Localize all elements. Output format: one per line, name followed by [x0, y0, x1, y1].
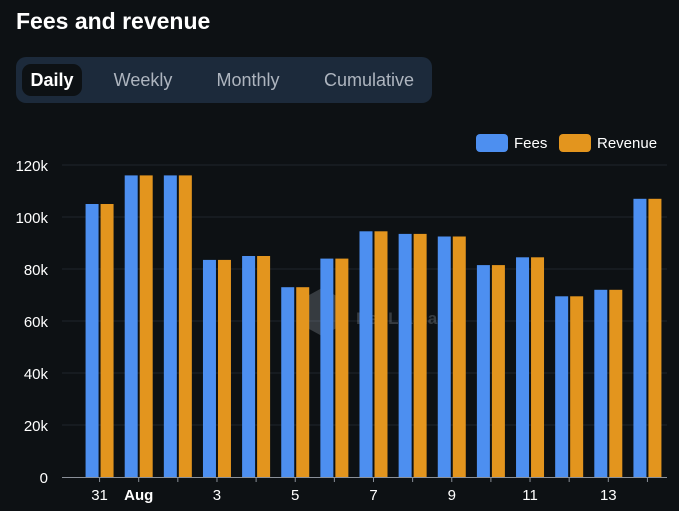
revenue-bar[interactable]	[570, 296, 584, 477]
fees-bar[interactable]	[124, 175, 138, 477]
fees-bar[interactable]	[359, 231, 373, 477]
x-axis: 31 Aug 3 5 7 9 11 13	[62, 477, 667, 504]
page-title: Fees and revenue	[16, 8, 211, 34]
x-tick-label: 13	[600, 487, 617, 504]
x-tick-label: 3	[213, 487, 221, 504]
revenue-bar[interactable]	[413, 233, 427, 477]
x-tick-label: 11	[522, 487, 538, 504]
fees-bar[interactable]	[320, 258, 334, 477]
y-tick-label: 60k	[24, 314, 49, 331]
legend-label-revenue: Revenue	[597, 134, 658, 152]
watermark-text: DefiLlama	[356, 309, 438, 328]
revenue-bar[interactable]	[335, 258, 349, 477]
fees-bar[interactable]	[633, 198, 647, 478]
fees-bar[interactable]	[163, 175, 177, 477]
bars	[85, 175, 662, 478]
fees-bar[interactable]	[281, 287, 295, 477]
fees-swatch	[476, 134, 508, 152]
revenue-bar[interactable]	[648, 198, 662, 478]
revenue-swatch	[559, 134, 591, 152]
y-tick-label: 0	[40, 470, 48, 487]
fees-bar[interactable]	[85, 204, 99, 477]
revenue-bar[interactable]	[531, 257, 545, 477]
legend-label-fees: Fees	[514, 134, 548, 152]
revenue-bar[interactable]	[296, 287, 310, 477]
tab-monthly[interactable]: Monthly	[216, 70, 280, 90]
revenue-bar[interactable]	[452, 236, 466, 478]
fees-bar[interactable]	[437, 236, 451, 478]
revenue-bar[interactable]	[491, 265, 505, 477]
fees-bar[interactable]	[202, 259, 216, 477]
tab-daily[interactable]: Daily	[22, 64, 82, 96]
x-tick-label: 9	[448, 487, 456, 504]
fees-bar[interactable]	[516, 257, 530, 477]
x-tick-label: 7	[369, 487, 377, 504]
grid-lines	[62, 164, 667, 426]
y-tick-label: 40k	[24, 366, 49, 383]
y-tick-label: 120k	[15, 158, 48, 175]
revenue-bar[interactable]	[178, 175, 192, 477]
y-tick-label: 100k	[15, 210, 48, 227]
y-axis: 0 20k 40k 60k 80k 100k 120k	[15, 158, 48, 487]
revenue-bar[interactable]	[257, 256, 271, 477]
fees-bar[interactable]	[476, 265, 490, 477]
watermark: DefiLlama	[300, 288, 438, 336]
y-tick-label: 80k	[24, 262, 49, 279]
tab-weekly[interactable]: Weekly	[113, 70, 173, 90]
fees-bar[interactable]	[555, 296, 569, 477]
watermark-logo-icon	[300, 288, 344, 336]
x-tick-label: 31	[91, 487, 108, 504]
x-tick-label: 5	[291, 487, 299, 504]
period-tabs: Daily Weekly Monthly Cumulative	[16, 57, 432, 103]
legend-item-revenue[interactable]: Revenue	[559, 133, 657, 153]
fees-bar[interactable]	[594, 289, 608, 477]
x-tick-label: Aug	[124, 487, 153, 504]
revenue-bar[interactable]	[609, 289, 623, 477]
revenue-bar[interactable]	[139, 175, 153, 477]
tab-cumulative[interactable]: Cumulative	[323, 70, 415, 90]
revenue-bar[interactable]	[217, 259, 231, 477]
fees-bar[interactable]	[242, 256, 256, 477]
y-tick-label: 20k	[24, 418, 49, 435]
revenue-bar[interactable]	[100, 204, 114, 477]
fees-bar[interactable]	[398, 233, 412, 477]
legend-item-fees[interactable]: Fees	[476, 133, 547, 153]
revenue-bar[interactable]	[374, 231, 388, 477]
